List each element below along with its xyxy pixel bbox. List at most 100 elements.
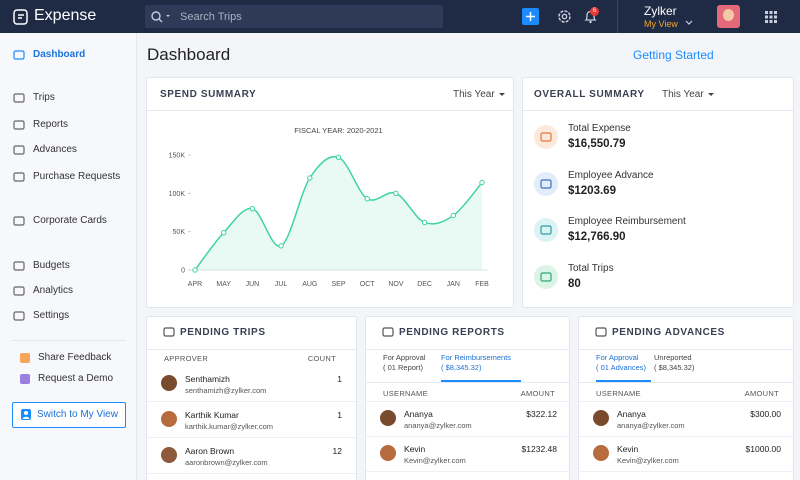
table-row[interactable]: Ananya ananya@zylker.com $300.00 (579, 402, 795, 437)
overall-summary-card: OVERALL SUMMARY This Year Total Expense $… (522, 77, 794, 308)
point (364, 196, 370, 202)
table-row[interactable]: Kevin Kevin@zylker.com $1000.00 (579, 437, 795, 472)
avatar (161, 375, 177, 391)
icon (540, 132, 552, 142)
icon-shape (163, 327, 175, 337)
help-item[interactable]: Share Feedback (20, 351, 130, 367)
row-email: Kevin@zylker.com (617, 456, 679, 465)
nav-label: Corporate Cards (33, 215, 107, 226)
icon-shape (13, 145, 25, 155)
getting-started-link[interactable]: Getting Started (633, 48, 714, 62)
user-avatar[interactable] (717, 5, 740, 28)
x-tick-label: JAN (447, 281, 460, 288)
tab-count: ( $8,345.32) (654, 363, 695, 372)
x-tick-label: AUG (302, 281, 317, 288)
row-value: $300.00 (750, 409, 781, 419)
nav-item[interactable]: Trips (0, 87, 136, 109)
view-caret (685, 20, 693, 25)
nav-item[interactable]: Corporate Cards (0, 210, 136, 232)
icon (13, 50, 25, 60)
tab-count: ( $8,345.32) (441, 363, 482, 372)
nav-item[interactable]: Analytics (0, 280, 136, 302)
table-row[interactable]: Senthamizh senthamizh@zylker.com 1 (147, 367, 356, 402)
card-title: PENDING REPORTS (399, 327, 505, 338)
table-row[interactable]: Kevin Kevin@zylker.com $1232.48 (366, 437, 571, 472)
column-header: APPROVER (164, 354, 209, 363)
row-email: ananya@zylker.com (617, 421, 685, 430)
card-header: SPEND SUMMARY This Year (147, 78, 513, 111)
x-tick-label: JUN (246, 281, 260, 288)
point (249, 205, 256, 212)
period-select[interactable]: This Year (662, 89, 714, 100)
summary-label: Total Expense (568, 123, 631, 134)
tab-count: ( 01 Report) (383, 363, 424, 372)
point (192, 267, 198, 273)
x-tick-label: DEC (417, 281, 432, 288)
column-header: AMOUNT (744, 389, 779, 398)
apps-icon[interactable] (765, 11, 777, 23)
icon-shape (540, 225, 552, 235)
icon (595, 327, 607, 337)
row-value: 1 (337, 410, 342, 420)
tab[interactable]: Unreported( $8,345.32) (654, 353, 734, 380)
card-title: SPEND SUMMARY (160, 89, 257, 100)
summary-icon (534, 218, 558, 242)
period-label: This Year (662, 89, 704, 100)
view-name[interactable]: My View (644, 19, 678, 29)
table-row[interactable]: Ananya ananya@zylker.com $322.12 (366, 402, 571, 437)
point (421, 219, 428, 226)
switch-view-button[interactable]: Switch to My View (12, 402, 126, 428)
spend-summary-card: SPEND SUMMARY This Year FISCAL YEAR: 202… (146, 77, 514, 308)
x-tick-label: OCT (360, 281, 376, 288)
notification-badge: 6 (590, 7, 599, 16)
icon (382, 327, 394, 337)
card-title: PENDING TRIPS (180, 327, 266, 338)
help-label: Share Feedback (38, 352, 112, 363)
period-label: This Year (453, 89, 495, 100)
icon (540, 178, 552, 189)
add-button[interactable] (522, 8, 539, 25)
nav-item[interactable]: Reports (0, 114, 136, 136)
table-row[interactable]: Aaron Brown aaronbrown@zylker.com 12 (147, 439, 356, 474)
row-name: Kevin (404, 444, 426, 454)
help-section (12, 340, 126, 399)
avatar (380, 410, 396, 426)
tab-label: For Approval (383, 353, 426, 362)
nav-item[interactable]: Advances (0, 139, 136, 161)
x-tick-label: MAY (216, 281, 231, 288)
logo-icon (13, 9, 28, 25)
search-icon (151, 11, 170, 23)
tab[interactable]: For Approval( 01 Advances) (596, 353, 651, 382)
table-row[interactable]: Karthik Kumar karthik.kumar@zylker.com 1 (147, 403, 356, 438)
search-box[interactable]: Search Trips (145, 5, 443, 28)
period-select[interactable]: This Year (453, 89, 505, 100)
chart-title: FISCAL YEAR: 2020-2021 (294, 126, 382, 135)
x-tick-label: APR (188, 281, 202, 288)
nav-label: Trips (33, 92, 55, 103)
row-value: 12 (332, 446, 342, 456)
nav-item[interactable]: Budgets (0, 255, 136, 277)
settings-icon[interactable] (557, 9, 572, 24)
nav-item[interactable]: Purchase Requests (0, 166, 136, 188)
point (335, 154, 342, 160)
icon (13, 120, 25, 130)
nav-label: Advances (33, 144, 77, 155)
point (221, 229, 227, 236)
icon-shape (13, 261, 25, 271)
nav-item[interactable]: Settings (0, 305, 136, 327)
tab[interactable]: For Reimbursements( $8,345.32) (441, 353, 521, 382)
switch-view-label: Switch to My View (37, 409, 118, 420)
nav-label: Dashboard (33, 49, 86, 60)
sidebar: Switch to My View Dashboard Trips Reports A… (0, 33, 137, 480)
help-item[interactable]: Request a Demo (20, 372, 130, 388)
spend-chart: FISCAL YEAR: 2020-2021 0 50K 100K 150K APR MAY… (169, 126, 489, 288)
tab[interactable]: For Approval( 01 Report) (383, 353, 438, 380)
row-name: Karthik Kumar (185, 410, 239, 420)
row-name: Ananya (617, 409, 646, 419)
nav-item[interactable]: Dashboard (0, 44, 136, 66)
org-name[interactable]: Zylker (644, 4, 677, 18)
x-tick-label: SEP (331, 281, 345, 288)
point (393, 190, 399, 197)
row-value: 1 (337, 374, 342, 384)
summary-icon (534, 264, 558, 289)
